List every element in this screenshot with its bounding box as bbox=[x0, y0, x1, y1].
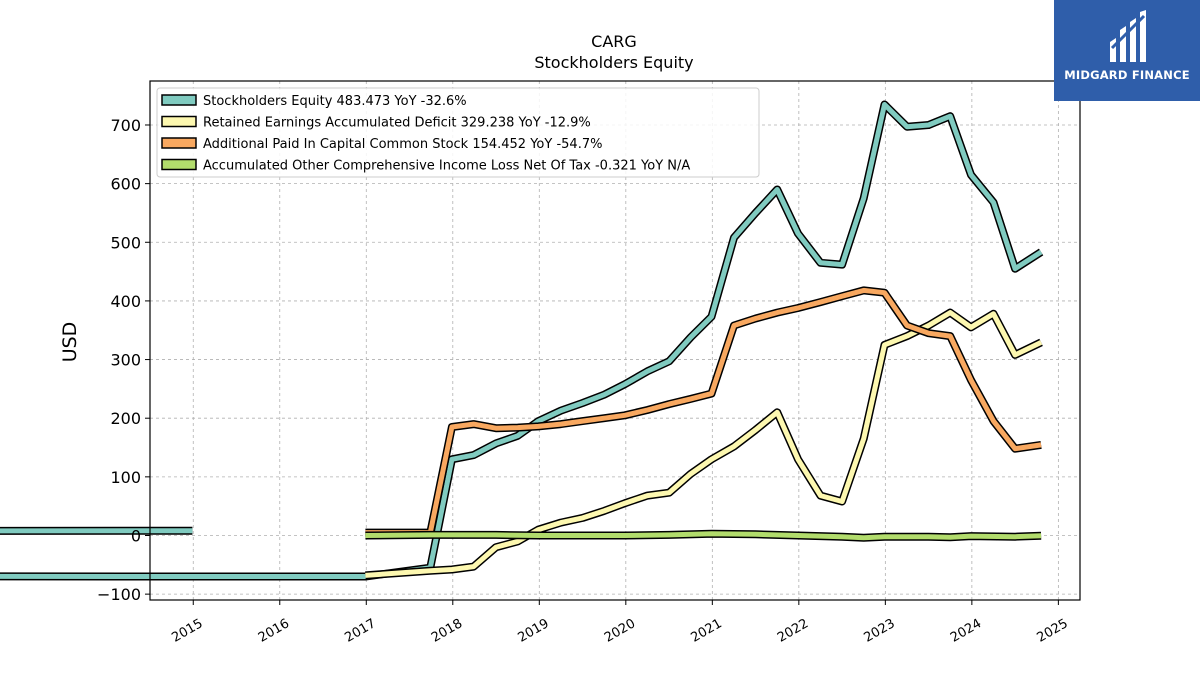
series-line bbox=[365, 531, 1042, 541]
y-tick-label: 0 bbox=[131, 526, 141, 545]
chart-title: CARG bbox=[591, 32, 637, 51]
x-tick-label: 2021 bbox=[688, 616, 724, 646]
x-tick-label: 2017 bbox=[342, 616, 378, 646]
series-2 bbox=[365, 286, 1042, 537]
legend: Stockholders Equity 483.473 YoY -32.6% Re… bbox=[156, 87, 760, 178]
y-tick-label: 700 bbox=[110, 116, 141, 135]
x-tick-label: 2024 bbox=[948, 616, 984, 646]
plot-area-frame bbox=[149, 80, 1081, 601]
series-line bbox=[365, 287, 1042, 536]
y-tick-label: −100 bbox=[97, 585, 141, 604]
x-axis-ticks: 2015 2016 2017 2018 2019 2020 2021 2022 2023 2024… bbox=[169, 600, 1071, 646]
series-line bbox=[365, 310, 1043, 578]
legend-swatch bbox=[161, 137, 197, 149]
series-0 bbox=[0, 100, 1044, 581]
x-tick-label: 2022 bbox=[775, 616, 811, 646]
legend-swatch bbox=[161, 158, 197, 171]
y-tick-label: 100 bbox=[110, 468, 141, 487]
legend-entry: Additional Paid In Capital Common Stock … bbox=[203, 137, 602, 152]
y-axis-ticks: −100 0 100 200 300 400 500 600 700 bbox=[97, 116, 150, 604]
series-line bbox=[0, 102, 1043, 579]
chart-subtitle: Stockholders Equity bbox=[534, 53, 693, 72]
y-tick-label: 400 bbox=[110, 292, 141, 311]
y-tick-label: 300 bbox=[110, 351, 141, 370]
brand-logo: MIDGARD FINANCE bbox=[1054, 0, 1200, 101]
series-3 bbox=[365, 529, 1042, 542]
series-lines bbox=[0, 100, 1044, 581]
x-tick-label: 2019 bbox=[515, 616, 551, 646]
x-tick-label: 2016 bbox=[256, 616, 292, 646]
y-axis-label: USD bbox=[59, 322, 81, 363]
legend-box bbox=[156, 87, 760, 178]
legend-entry: Accumulated Other Comprehensive Income L… bbox=[203, 159, 690, 174]
x-tick-label: 2025 bbox=[1035, 616, 1071, 646]
legend-swatch bbox=[161, 115, 197, 128]
series-1 bbox=[365, 308, 1043, 580]
legend-entry: Stockholders Equity 483.473 YoY -32.6% bbox=[203, 94, 467, 109]
x-tick-label: 2018 bbox=[429, 616, 465, 646]
midgard-logo-icon bbox=[1110, 10, 1146, 62]
logo-wordmark: MIDGARD FINANCE bbox=[1064, 68, 1190, 82]
y-tick-label: 200 bbox=[110, 409, 141, 428]
y-tick-label: 600 bbox=[110, 175, 141, 194]
legend-entry: Retained Earnings Accumulated Deficit 32… bbox=[203, 116, 591, 131]
x-tick-label: 2020 bbox=[602, 616, 638, 646]
legend-swatch bbox=[161, 94, 197, 106]
x-tick-label: 2015 bbox=[169, 616, 205, 646]
x-tick-label: 2023 bbox=[862, 616, 898, 646]
y-tick-label: 500 bbox=[110, 233, 141, 252]
